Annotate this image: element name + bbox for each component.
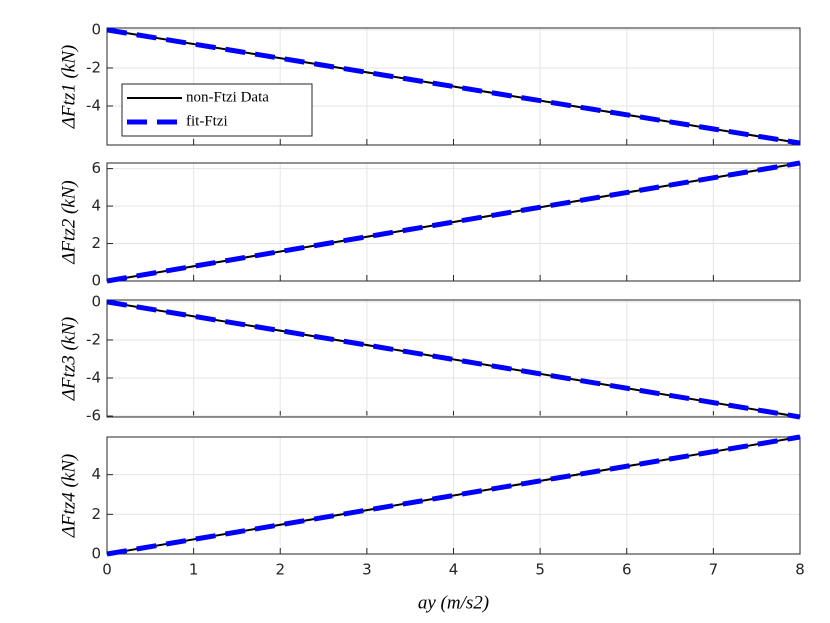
data-line bbox=[106, 160, 801, 284]
x-tick-label: 1 bbox=[189, 561, 199, 579]
x-tick-label: 6 bbox=[622, 561, 632, 579]
y-tick-label: 0 bbox=[91, 20, 101, 38]
y-tick-label: 4 bbox=[91, 465, 101, 483]
y-tick-label: 0 bbox=[91, 292, 101, 310]
data-line bbox=[106, 27, 801, 146]
x-tick-label: 2 bbox=[275, 561, 285, 579]
y-tick-label: 4 bbox=[91, 197, 101, 215]
x-tick-label: 8 bbox=[795, 561, 805, 579]
y-tick-label: 2 bbox=[91, 505, 101, 523]
axes-box bbox=[106, 27, 801, 146]
y-tick-label: -4 bbox=[86, 97, 101, 115]
x-axis-label: ay (m/s2) bbox=[418, 592, 489, 613]
legend-box bbox=[121, 83, 313, 137]
y-axis-label: ΔFtz4 (kN) bbox=[58, 454, 79, 538]
x-tick-label: 3 bbox=[362, 561, 372, 579]
x-tick-label: 7 bbox=[709, 561, 719, 579]
y-tick-label: -2 bbox=[86, 58, 101, 76]
x-tick-label: 0 bbox=[102, 561, 112, 579]
legend-label: fit-Ftzi bbox=[186, 113, 228, 129]
axes-box bbox=[106, 299, 801, 418]
axes-box bbox=[106, 162, 801, 282]
x-tick-label: 5 bbox=[535, 561, 545, 579]
y-axis-label: ΔFtz3 (kN) bbox=[58, 317, 79, 401]
y-tick-label: -4 bbox=[86, 369, 101, 387]
axes-box bbox=[106, 436, 801, 555]
y-tick-label: 6 bbox=[91, 159, 101, 177]
y-axis-label: ΔFtz1 (kN) bbox=[58, 45, 79, 129]
y-tick-label: 0 bbox=[91, 545, 101, 563]
x-tick-label: 4 bbox=[449, 561, 459, 579]
y-tick-label: -6 bbox=[86, 407, 101, 425]
y-axis-label: ΔFtz2 (kN) bbox=[58, 180, 79, 264]
y-tick-label: 0 bbox=[91, 272, 101, 290]
data-line bbox=[106, 434, 801, 557]
y-tick-label: 2 bbox=[91, 234, 101, 252]
data-line bbox=[106, 299, 801, 420]
legend-label: non-Ftzi Data bbox=[186, 89, 269, 105]
y-tick-label: -2 bbox=[86, 330, 101, 348]
